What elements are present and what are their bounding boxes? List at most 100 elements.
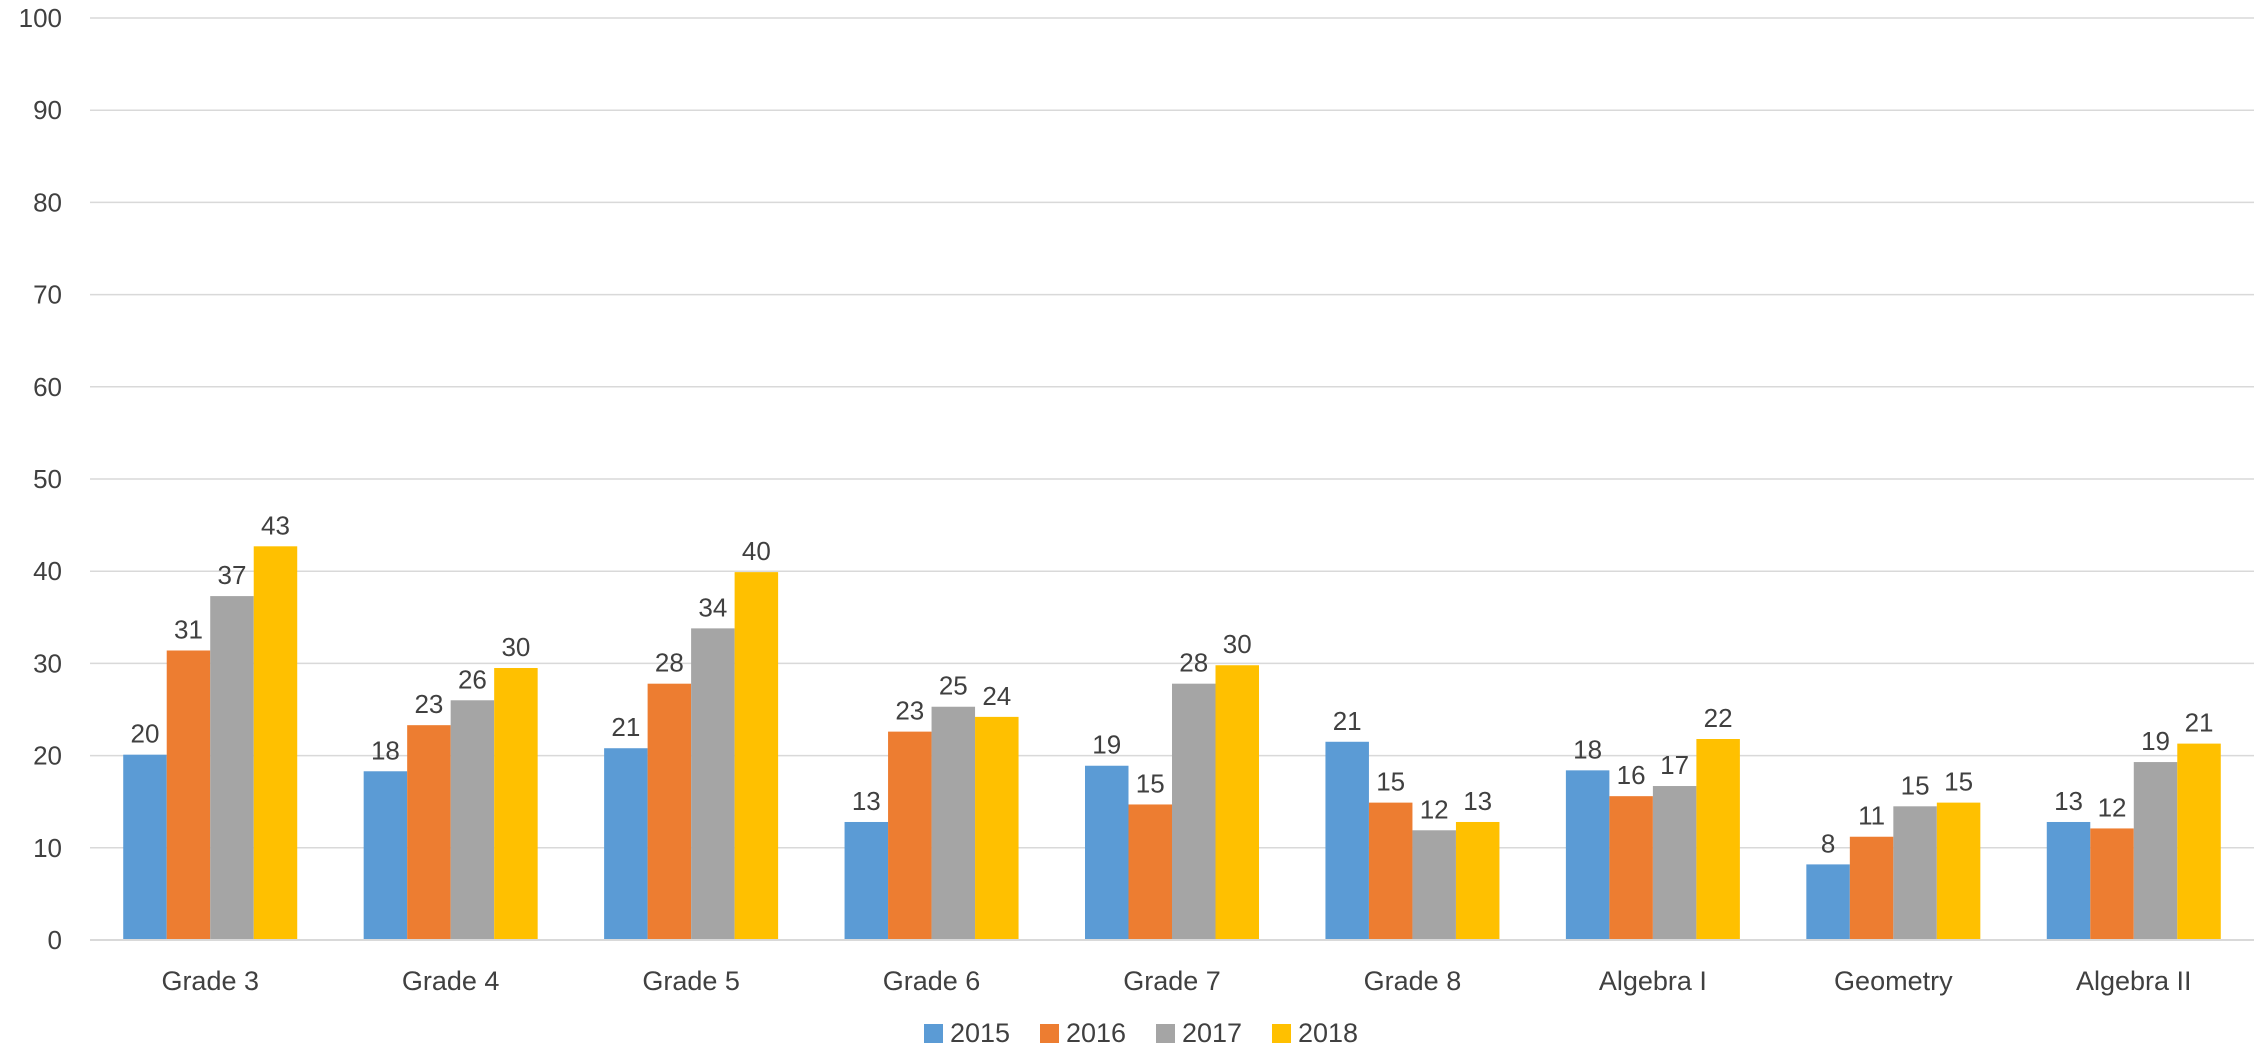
y-tick-label: 80 (33, 187, 62, 217)
data-label: 15 (1136, 768, 1165, 798)
data-label: 21 (2185, 708, 2214, 738)
data-label: 16 (1617, 760, 1646, 790)
bar (450, 700, 495, 940)
legend-label: 2016 (1066, 1018, 1126, 1048)
data-label: 15 (1901, 770, 1930, 800)
data-label: 23 (414, 689, 443, 719)
bar (253, 546, 298, 940)
bar (123, 754, 167, 940)
bar (166, 650, 211, 940)
category-label: Geometry (1834, 966, 1953, 996)
bars (123, 546, 2221, 940)
data-label: 25 (939, 671, 968, 701)
category-label: Grade 4 (402, 966, 500, 996)
data-label: 19 (2141, 726, 2170, 756)
data-label: 11 (1858, 801, 1885, 831)
y-tick-label: 20 (33, 741, 62, 771)
bar (2133, 762, 2178, 940)
bar (604, 748, 648, 940)
legend-swatch (1156, 1024, 1175, 1043)
bar (2046, 821, 2091, 940)
bar (734, 572, 779, 940)
data-label: 19 (1092, 730, 1121, 760)
bar (1172, 683, 1216, 940)
data-label: 18 (371, 735, 400, 765)
category-label: Algebra I (1599, 966, 1707, 996)
legend-swatch (1272, 1024, 1291, 1043)
category-label: Grade 5 (642, 966, 740, 996)
bar (407, 725, 451, 940)
bar (1849, 836, 1894, 940)
bar (647, 683, 692, 940)
legend-label: 2015 (950, 1018, 1010, 1048)
y-tick-label: 0 (48, 925, 62, 955)
y-tick-label: 100 (19, 3, 62, 33)
data-label: 13 (852, 786, 881, 816)
bar (1128, 804, 1172, 940)
data-label: 37 (218, 560, 247, 590)
y-tick-label: 90 (33, 95, 62, 125)
bar (494, 668, 538, 940)
data-label: 12 (1420, 794, 1449, 824)
category-label: Grade 3 (161, 966, 259, 996)
category-label: Algebra II (2076, 966, 2192, 996)
y-tick-label: 70 (33, 280, 62, 310)
bar (1652, 786, 1697, 940)
y-tick-label: 40 (33, 556, 62, 586)
data-labels: 20 31 37 43 18 23 26 30 21 28 34 40 13 23 25 24 19 15 28 30… (131, 510, 2214, 858)
category-label: Grade 8 (1364, 966, 1462, 996)
x-axis: Grade 3 Grade 4 Grade 5 Grade 6 Grade 7 Grade… (90, 939, 2254, 996)
bar (363, 771, 408, 940)
category-label: Grade 6 (883, 966, 981, 996)
bar (210, 596, 254, 940)
data-label: 15 (1944, 767, 1973, 797)
data-label: 12 (2098, 792, 2127, 822)
bar (1806, 864, 1850, 940)
bar (888, 731, 932, 940)
data-label: 8 (1821, 828, 1835, 858)
data-label: 28 (655, 648, 684, 678)
data-label: 31 (174, 614, 203, 644)
bar (2090, 828, 2134, 940)
legend-label: 2017 (1182, 1018, 1242, 1048)
data-label: 43 (261, 510, 290, 540)
y-axis-ticks: 0 10 20 30 40 50 60 70 80 90 100 (19, 3, 62, 955)
bar (1893, 806, 1937, 940)
bar (1455, 821, 1500, 940)
bar (1609, 796, 1653, 940)
data-label: 26 (458, 664, 487, 694)
bar (1368, 802, 1413, 940)
legend-swatch (924, 1024, 943, 1043)
y-tick-label: 30 (33, 648, 62, 678)
data-label: 13 (1463, 786, 1492, 816)
data-label: 13 (2054, 786, 2083, 816)
data-label: 30 (501, 632, 530, 662)
legend-label: 2018 (1298, 1018, 1358, 1048)
data-label: 23 (895, 696, 924, 726)
bar (1696, 739, 1740, 940)
y-tick-label: 10 (33, 833, 62, 863)
data-label: 28 (1179, 648, 1208, 678)
data-label: 21 (1333, 706, 1362, 736)
bar (1936, 802, 1981, 940)
bar (931, 706, 976, 940)
bar (1215, 665, 1259, 940)
bar (975, 716, 1019, 940)
data-label: 40 (742, 536, 771, 566)
bar (1412, 830, 1456, 940)
bar (1325, 741, 1369, 940)
data-label: 21 (611, 712, 640, 742)
category-label: Grade 7 (1123, 966, 1221, 996)
data-label: 18 (1573, 734, 1602, 764)
bar (691, 628, 735, 940)
data-label: 20 (131, 719, 160, 749)
bar (2177, 743, 2221, 940)
data-label: 22 (1704, 703, 1733, 733)
legend-swatch (1040, 1024, 1059, 1043)
bar (1565, 770, 1610, 940)
data-label: 34 (698, 592, 727, 622)
y-tick-label: 60 (33, 372, 62, 402)
bar (1085, 765, 1129, 940)
